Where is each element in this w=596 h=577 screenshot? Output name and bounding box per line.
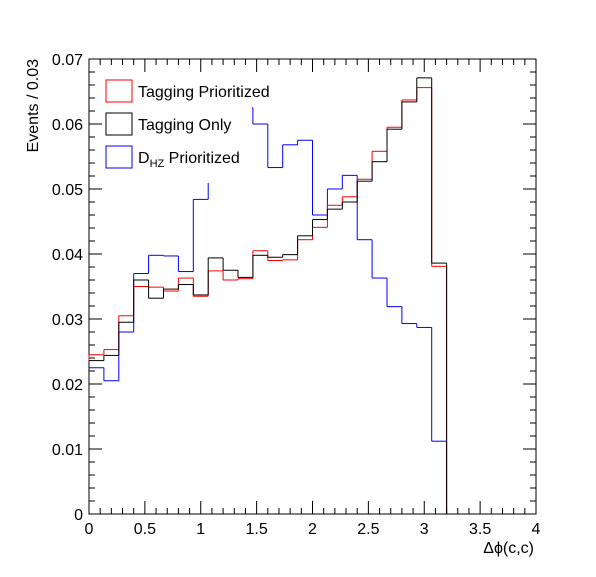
x-tick-label: 1.5 (246, 521, 268, 538)
legend: Tagging Prioritized Tagging Only DHZ Prior… (105, 79, 270, 170)
legend-label: Tagging Only (138, 117, 231, 134)
legend-entry: DHZ Prioritized (105, 145, 240, 170)
y-tick-label: 0.03 (52, 312, 83, 329)
y-tick-label: 0.01 (52, 442, 83, 459)
legend-label-tail: Prioritized (164, 150, 240, 167)
legend-entry: Tagging Prioritized (105, 79, 270, 103)
legend-label-subscript: HZ (150, 158, 165, 170)
x-tick-label: 3.5 (469, 521, 491, 538)
x-tick-label: 0.5 (134, 521, 156, 538)
x-tick-label: 3 (420, 521, 429, 538)
axis-ticks: 0 0.5 1 1.5 2 2.5 3 3.5 4 0 0.01 0.02 0.03 0.04 0.05 0.… (52, 52, 541, 538)
y-tick-label: 0.04 (52, 247, 83, 264)
x-tick-label: 1 (196, 521, 205, 538)
y-tick-label: 0 (74, 507, 83, 524)
x-axis-title: Δϕ(c,c) (483, 540, 534, 557)
legend-swatch (105, 112, 133, 136)
y-tick-label: 0.02 (52, 377, 83, 394)
y-tick-label: 0.07 (52, 52, 83, 69)
x-tick-label: 2.5 (357, 521, 379, 538)
legend-label-main: Tagging Prioritized (138, 84, 270, 101)
series-1 (88, 77, 448, 514)
y-tick-label: 0.05 (52, 182, 83, 199)
legend-swatch (105, 79, 133, 103)
legend-box (102, 73, 252, 183)
legend-swatch (105, 145, 133, 169)
legend-label-main: Tagging Only (138, 117, 231, 134)
x-tick-label: 2 (308, 521, 317, 538)
y-tick-label: 0.06 (52, 117, 83, 134)
x-tick-label: 4 (532, 521, 541, 538)
y-axis-title: Events / 0.03 (25, 59, 42, 152)
legend-label: DHZ Prioritized (138, 150, 240, 170)
x-tick-label: 0 (85, 521, 94, 538)
legend-label: Tagging Prioritized (138, 84, 270, 101)
legend-entry: Tagging Only (105, 112, 231, 136)
legend-label-main: D (138, 150, 150, 167)
